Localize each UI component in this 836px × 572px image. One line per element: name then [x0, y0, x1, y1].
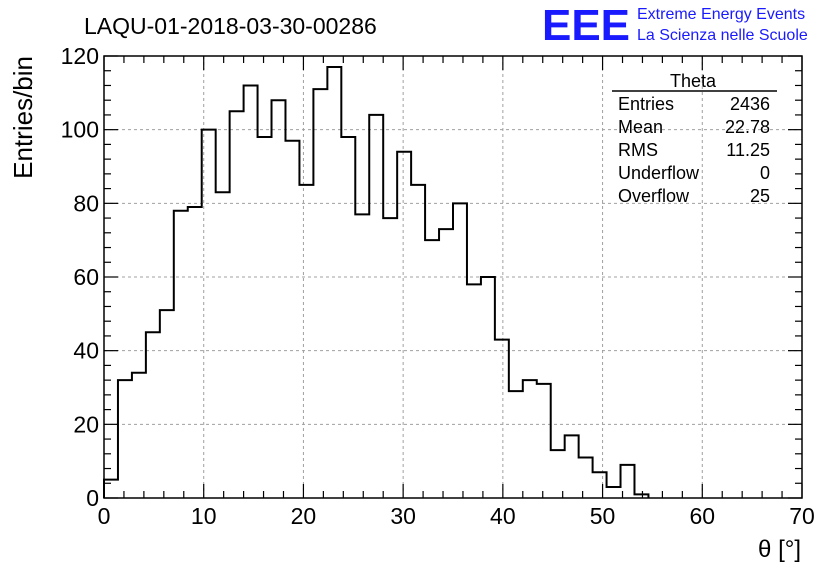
histogram-bin: [118, 380, 132, 498]
x-tick-label: 40: [490, 503, 516, 529]
histogram-bin: [621, 465, 635, 498]
logo-line-2: La Scienza nelle Scuole: [637, 27, 808, 44]
histogram-line: [103, 66, 650, 498]
histogram-bin: [481, 277, 495, 498]
x-tick-label: 70: [789, 503, 815, 529]
stats-box-title: Theta: [670, 71, 717, 91]
y-tick-label: 60: [73, 264, 99, 290]
histogram-bin: [244, 85, 258, 498]
histogram-bin: [467, 284, 481, 498]
y-tick-label: 80: [73, 190, 99, 216]
histogram-bin: [341, 137, 355, 498]
eee-logo: EEE Extreme Energy Events La Scienza nel…: [542, 1, 808, 50]
x-tick-label: 30: [390, 503, 416, 529]
eee-logo-mark: EEE: [542, 1, 630, 50]
histogram-bin: [565, 435, 579, 498]
x-tick-label: 20: [291, 503, 317, 529]
histogram-bin: [551, 450, 565, 498]
histogram-bin: [313, 89, 327, 498]
histogram-bin: [285, 141, 299, 498]
x-tick-label: 0: [98, 503, 111, 529]
histogram-bin: [593, 472, 607, 498]
x-tick-label: 60: [689, 503, 715, 529]
histogram-bin: [397, 152, 411, 498]
stats-label-entries: Entries: [618, 94, 674, 114]
y-tick-label: 100: [61, 117, 99, 143]
histogram-bin: [104, 480, 118, 498]
y-tick-label: 120: [61, 43, 99, 69]
histogram-bin: [202, 130, 216, 498]
histogram-bin: [327, 67, 341, 498]
histogram-bin: [355, 214, 369, 498]
logo-line-1: Extreme Energy Events: [637, 6, 805, 23]
histogram-bin: [383, 218, 397, 498]
histogram-bin: [174, 211, 188, 498]
stats-label-overflow: Overflow: [618, 186, 690, 206]
histogram-bin: [509, 391, 523, 498]
histogram-bin: [607, 487, 621, 498]
stats-label-mean: Mean: [618, 117, 663, 137]
stats-box: Theta Entries 2436 Mean 22.78 RMS 11.25 …: [612, 71, 777, 206]
histogram-bin: [369, 115, 383, 498]
histogram-bin: [230, 111, 244, 498]
histogram-bin: [299, 185, 313, 498]
y-axis-label: Entries/bin: [8, 56, 38, 179]
histogram-bin: [411, 185, 425, 498]
histogram-bin: [272, 100, 286, 498]
x-tick-label: 50: [590, 503, 616, 529]
stats-value-overflow: 25: [750, 186, 770, 206]
chart-title: LAQU-01-2018-03-30-00286: [84, 13, 377, 39]
stats-value-entries: 2436: [730, 94, 770, 114]
histogram-bin: [495, 340, 509, 498]
stats-label-underflow: Underflow: [618, 163, 700, 183]
stats-value-rms: 11.25: [726, 140, 770, 160]
tick-labels: 0 10 20 30 40 50 60 70 0 20 40 60 80 100 120: [61, 43, 815, 529]
plot-frame: [103, 55, 803, 499]
histogram-bin: [439, 229, 453, 498]
y-tick-label: 0: [86, 485, 99, 511]
histogram-bin: [523, 380, 537, 498]
histogram-bin: [146, 332, 160, 498]
histogram-bin: [453, 203, 467, 498]
stats-value-mean: 22.78: [725, 117, 770, 137]
histogram-bin: [258, 137, 272, 498]
x-axis-label: θ [°]: [758, 536, 801, 563]
histogram-bin: [537, 384, 551, 498]
histogram-bins: [104, 67, 648, 498]
histogram-bin: [425, 240, 439, 498]
stats-value-underflow: 0: [760, 163, 770, 183]
histogram-bin: [579, 457, 593, 498]
histogram-bin: [188, 207, 202, 498]
histogram-bin: [216, 192, 230, 498]
y-tick-label: 40: [73, 338, 99, 364]
x-tick-label: 10: [191, 503, 217, 529]
stats-label-rms: RMS: [618, 140, 658, 160]
histogram-bin: [160, 310, 174, 498]
histogram-bin: [634, 494, 648, 498]
histogram-bin: [132, 373, 146, 498]
y-tick-label: 20: [73, 411, 99, 437]
